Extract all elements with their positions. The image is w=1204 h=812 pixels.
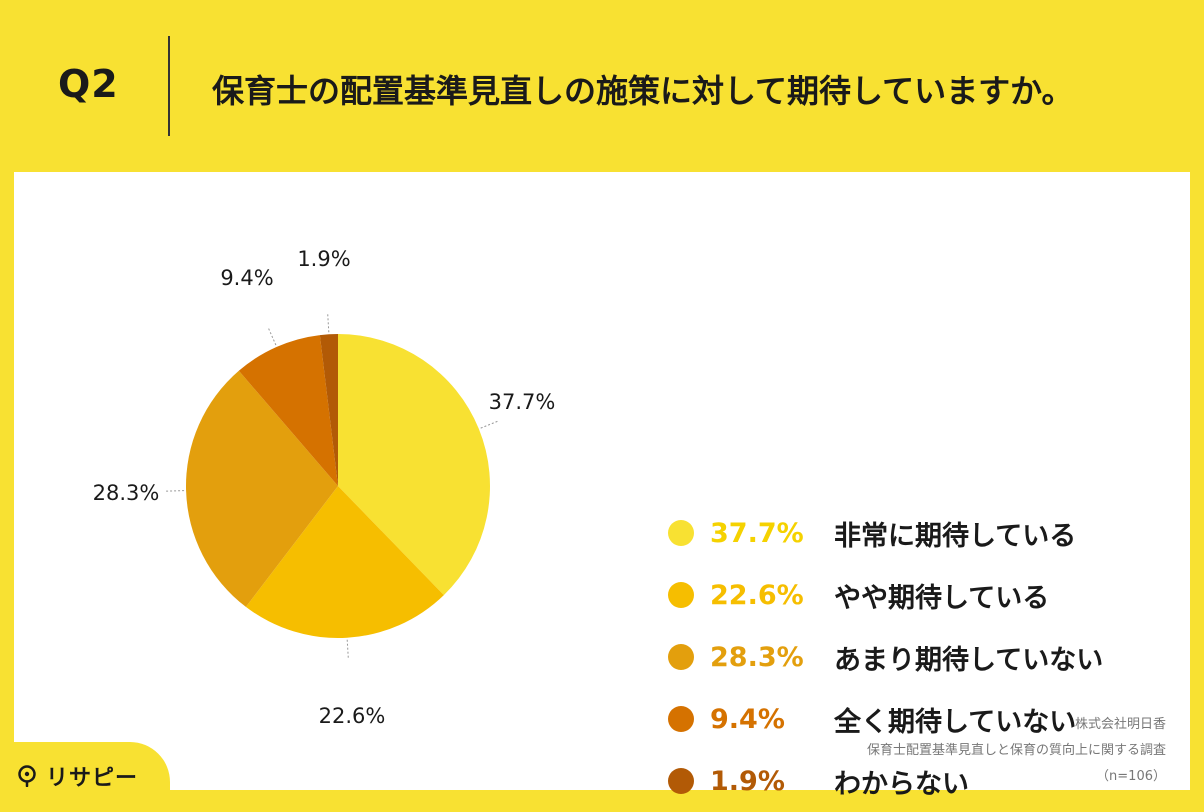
pie-slice bbox=[245, 486, 444, 638]
header-q-label: Q2 bbox=[58, 62, 119, 106]
pie-slice bbox=[185, 370, 338, 607]
slice-data-label: 28.3% bbox=[93, 481, 160, 505]
logo: リサピー bbox=[16, 760, 138, 792]
logo-text: リサピー bbox=[46, 766, 139, 791]
legend-swatch bbox=[668, 706, 694, 732]
slice-data-label: 22.6% bbox=[319, 704, 386, 728]
page-title: 保育士の配置基準見直しの施策に対して期待していますか。 bbox=[212, 72, 1074, 110]
footer-survey: 保育士配置基準見直しと保育の質向上に関する調査 bbox=[866, 743, 1166, 758]
header-divider bbox=[168, 36, 170, 136]
footer-sample: （n=106） bbox=[1096, 769, 1166, 784]
legend-swatch bbox=[668, 768, 694, 794]
chart-legend: 37.7% 非常に期待している 22.6% やや期待している 28.3% あまり期待してい… bbox=[668, 502, 1103, 812]
legend-label: 非常に期待している bbox=[834, 520, 1077, 552]
legend-percent: 28.3% bbox=[710, 641, 804, 673]
legend-item: 22.6% やや期待している bbox=[668, 564, 1103, 626]
legend-item: 28.3% あまり期待していない bbox=[668, 626, 1103, 688]
leader-line bbox=[327, 312, 330, 333]
legend-percent: 37.7% bbox=[710, 517, 804, 549]
legend-item: 1.9% わからない bbox=[668, 750, 1103, 812]
legend-swatch bbox=[668, 520, 694, 546]
slice-data-label: 9.4% bbox=[220, 266, 273, 290]
legend-label: わからない bbox=[834, 768, 969, 800]
pie-slice bbox=[238, 335, 338, 486]
legend-percent: 22.6% bbox=[710, 579, 804, 611]
legend-label: やや期待している bbox=[834, 582, 1050, 614]
legend-item: 9.4% 全く期待していない bbox=[668, 688, 1103, 750]
legend-label: 全く期待していない bbox=[834, 706, 1077, 738]
pie-slice bbox=[338, 334, 490, 596]
legend-label: あまり期待していない bbox=[834, 644, 1104, 676]
footer-company: 株式会社明日香 bbox=[1074, 717, 1166, 732]
slice-data-label: 1.9% bbox=[297, 247, 350, 271]
leader-line bbox=[346, 639, 349, 660]
pie-chart: 37.7% 22.6% 28.3% 9.4% 1.9% bbox=[93, 247, 556, 728]
legend-percent: 1.9% bbox=[710, 765, 785, 797]
leader-line bbox=[267, 326, 277, 346]
pie-slice bbox=[319, 334, 338, 486]
leader-line bbox=[164, 490, 185, 492]
slice-data-label: 37.7% bbox=[489, 390, 556, 414]
legend-swatch bbox=[668, 582, 694, 608]
footer-source: 株式会社明日香 保育士配置基準見直しと保育の質向上に関する調査 （n=106） bbox=[867, 712, 1166, 790]
legend-percent: 9.4% bbox=[710, 703, 785, 735]
legend-item: 37.7% 非常に期待している bbox=[668, 502, 1103, 564]
chart-panel: 37.7% 22.6% 28.3% 9.4% 1.9% 37.7% 非常に期待している 22… bbox=[14, 172, 1190, 800]
leader-line bbox=[480, 420, 500, 429]
pin-icon bbox=[18, 765, 36, 787]
legend-swatch bbox=[668, 644, 694, 670]
